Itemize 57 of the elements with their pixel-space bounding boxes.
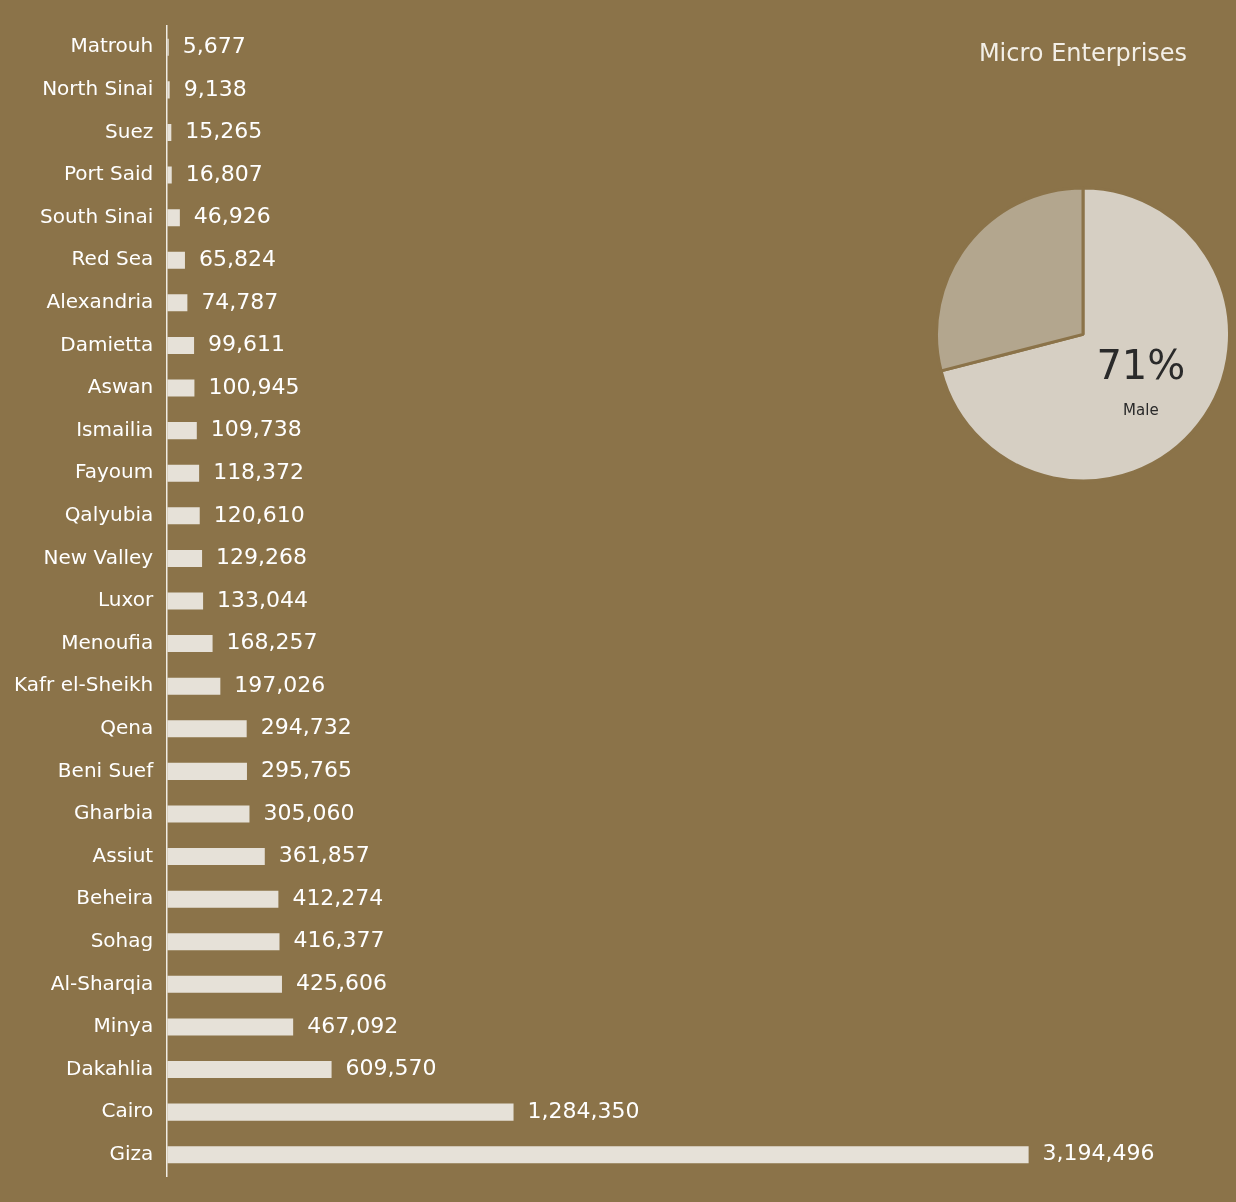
data-label: 1,284,350 [527, 1097, 640, 1123]
y-tick-label: Assiut [92, 842, 154, 867]
y-tick-label: Giza [109, 1140, 154, 1165]
data-label: 118,372 [213, 458, 305, 484]
y-tick-label: Gharbia [74, 800, 154, 825]
data-label: 467,092 [307, 1012, 399, 1038]
y-tick-label: Alexandria [46, 289, 154, 314]
chart-title: Micro Enterprises [978, 38, 1188, 67]
data-label: 65,824 [198, 245, 276, 271]
y-tick-label: Beheira [76, 885, 154, 910]
y-tick-label: Damietta [60, 331, 154, 356]
data-label: 71% [1096, 342, 1186, 389]
data-label: 425,606 [295, 970, 387, 996]
data-label: 361,857 [278, 842, 370, 868]
data-label: 412,274 [292, 884, 384, 910]
data-label: 16,807 [185, 160, 263, 186]
y-tick-label: Suez [105, 118, 154, 143]
y-tick-label: Sohag [90, 927, 154, 952]
data-label: 100,945 [208, 373, 300, 399]
y-tick-label: Red Sea [71, 246, 154, 271]
data-label: 295,765 [260, 757, 352, 783]
y-tick-label: Cairo [101, 1098, 154, 1123]
y-tick-label: Luxor [98, 587, 154, 612]
data-label: 294,732 [260, 714, 352, 740]
data-label: 133,044 [217, 586, 309, 612]
y-tick-label: Kafr el-Sheikh [13, 672, 154, 697]
y-tick-label: New Valley [43, 544, 154, 569]
data-label: 168,257 [226, 629, 318, 655]
data-label: 15,265 [185, 118, 263, 144]
slice-label: Male [1123, 401, 1159, 420]
y-tick-label: Aswan [87, 374, 154, 399]
data-label: 129,268 [216, 544, 308, 570]
y-tick-label: Fayoum [75, 459, 154, 484]
data-label: 120,610 [213, 501, 305, 527]
data-label: 74,787 [201, 288, 279, 314]
y-tick-label: Beni Suef [57, 757, 155, 782]
y-tick-label: Menoufia [61, 629, 154, 654]
y-tick-label: South Sinai [39, 203, 154, 228]
data-label: 609,570 [345, 1055, 437, 1081]
data-label: 305,060 [263, 799, 355, 825]
data-label: 3,194,496 [1042, 1140, 1155, 1166]
y-tick-label: Ismailia [76, 416, 154, 441]
y-tick-label: Qena [100, 714, 154, 739]
y-tick-label: Minya [93, 1013, 154, 1038]
y-tick-label: Al-Sharqia [50, 970, 154, 995]
y-tick-label: Qalyubia [64, 502, 154, 527]
y-tick-label: North Sinai [42, 76, 154, 101]
y-tick-label: Port Said [63, 161, 154, 186]
data-label: 5,677 [182, 33, 246, 59]
data-label: 416,377 [293, 927, 385, 953]
y-tick-label: Matrouh [70, 33, 154, 58]
data-label: 99,611 [208, 331, 286, 357]
y-tick-label: Dakahlia [66, 1055, 154, 1080]
data-label: 197,026 [234, 671, 326, 697]
data-label: 109,738 [210, 416, 302, 442]
data-label: 9,138 [183, 75, 247, 101]
data-label: 46,926 [193, 203, 271, 229]
